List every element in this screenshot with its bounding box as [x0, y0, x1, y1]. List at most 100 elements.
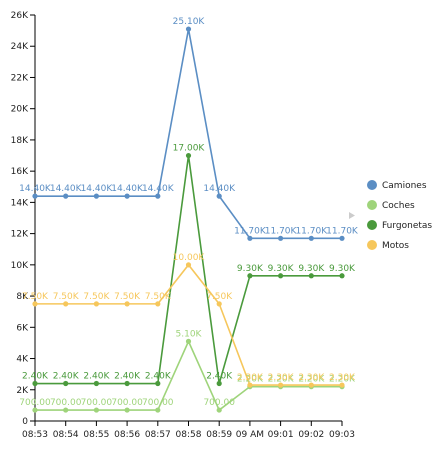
data-point-furgonetas[interactable] [32, 380, 38, 387]
y-tick-label: 18K [11, 136, 29, 146]
data-point-camiones[interactable] [185, 26, 192, 32]
data-point-furgonetas[interactable] [63, 380, 69, 387]
data-label-motos: 2.30K [298, 373, 325, 383]
data-point-motos[interactable] [247, 382, 253, 388]
data-point-camiones[interactable] [247, 235, 253, 241]
data-label-furgonetas: 2.40K [53, 372, 80, 382]
data-point-motos[interactable] [155, 301, 161, 307]
legend-scroll-arrow-icon[interactable] [349, 212, 355, 219]
legend-item-furgonetas[interactable]: Furgonetas [367, 220, 432, 231]
data-point-camiones[interactable] [155, 193, 161, 199]
legend-swatch-coches [367, 200, 377, 210]
data-point-furgonetas[interactable] [155, 380, 161, 387]
data-point-camiones[interactable] [216, 193, 222, 199]
x-tick-label: 09:01 [268, 430, 294, 440]
data-point-camiones[interactable] [63, 193, 69, 199]
data-point-motos[interactable] [216, 301, 222, 307]
data-label-motos: 2.30K [237, 373, 264, 383]
data-point-furgonetas[interactable] [216, 380, 222, 387]
data-point-camiones[interactable] [93, 193, 99, 199]
legend-swatch-camiones [367, 180, 377, 190]
legend-item-coches[interactable]: Coches [367, 200, 415, 211]
data-point-motos[interactable] [185, 262, 192, 268]
data-label-furgonetas: 2.40K [145, 372, 172, 382]
y-tick-label: 12K [11, 230, 29, 240]
legend-item-motos[interactable]: Motos [367, 240, 409, 251]
y-axis: 0 2K 4K 6K 8K 10K 12K 14K 16K 18K 20K 22K 24K 26K [11, 11, 36, 427]
data-label-furgonetas: 9.30K [237, 264, 264, 274]
data-label-camiones: 14.40K [111, 184, 144, 194]
legend-label-motos: Motos [382, 241, 409, 251]
data-label-coches: 700.00 [81, 398, 113, 408]
data-label-coches: 700.00 [50, 398, 82, 408]
data-label-camiones: 25.10K [173, 17, 206, 27]
x-tick-label: 08:59 [206, 430, 232, 440]
y-tick-label: 10K [11, 261, 29, 271]
data-label-furgonetas: 9.30K [298, 264, 325, 274]
series-points [32, 26, 345, 413]
data-point-camiones[interactable] [308, 235, 314, 241]
data-point-motos[interactable] [308, 382, 314, 388]
data-label-motos: 7.50K [114, 292, 141, 302]
data-label-camiones: 14.40K [142, 184, 175, 194]
x-tick-label: 09:03 [329, 430, 355, 440]
y-tick-label: 24K [11, 42, 29, 52]
data-point-furgonetas[interactable] [247, 273, 253, 279]
data-point-furgonetas[interactable] [308, 273, 314, 279]
data-label-furgonetas: 2.40K [83, 372, 110, 382]
data-label-coches: 5.10K [176, 329, 203, 339]
series-lines [35, 28, 342, 412]
data-point-coches[interactable] [32, 407, 38, 413]
data-point-furgonetas[interactable] [339, 273, 345, 279]
y-tick-label: 14K [11, 198, 29, 208]
data-point-motos[interactable] [93, 301, 99, 307]
data-label-coches: 700.00 [203, 398, 235, 408]
data-label-motos: 7.50K [145, 292, 172, 302]
y-tick-label: 20K [11, 105, 29, 115]
x-tick-label: 08:55 [83, 430, 109, 440]
data-point-coches[interactable] [155, 407, 161, 413]
data-point-camiones[interactable] [278, 235, 284, 241]
data-label-furgonetas: 9.30K [329, 264, 356, 274]
data-label-coches: 700.00 [111, 398, 143, 408]
data-label-furgonetas: 2.40K [114, 372, 141, 382]
data-label-camiones: 11.70K [326, 226, 359, 236]
data-point-furgonetas[interactable] [93, 380, 99, 387]
data-label-camiones: 14.40K [50, 184, 83, 194]
data-point-motos[interactable] [339, 382, 345, 388]
data-point-coches[interactable] [124, 407, 130, 413]
legend-item-camiones[interactable]: Camiones [367, 180, 427, 191]
data-point-coches[interactable] [185, 338, 192, 344]
data-label-furgonetas: 2.40K [22, 372, 49, 382]
data-point-camiones[interactable] [124, 193, 130, 199]
series-line-camiones [35, 28, 342, 240]
data-point-motos[interactable] [278, 382, 284, 388]
data-label-motos: 2.30K [268, 373, 295, 383]
y-tick-label: 16K [11, 167, 29, 177]
data-point-motos[interactable] [124, 301, 130, 307]
data-label-camiones: 11.70K [234, 226, 267, 236]
legend-swatch-motos [367, 240, 377, 250]
y-tick-label: 26K [11, 11, 29, 21]
legend: Camiones Coches Furgonetas Motos [367, 180, 432, 251]
data-point-coches[interactable] [216, 407, 222, 413]
series-line-motos [35, 263, 342, 386]
data-point-motos[interactable] [63, 301, 69, 307]
data-point-camiones[interactable] [32, 193, 38, 199]
x-tick-label: 09:02 [298, 430, 324, 440]
data-point-camiones[interactable] [339, 235, 345, 241]
data-point-furgonetas[interactable] [278, 273, 284, 279]
data-point-coches[interactable] [63, 407, 69, 413]
data-label-camiones: 14.40K [81, 184, 114, 194]
x-axis: 08:53 08:54 08:55 08:56 08:57 08:58 08:59 09 AM… [22, 420, 355, 440]
data-point-motos[interactable] [32, 301, 38, 307]
data-point-coches[interactable] [93, 407, 99, 413]
data-label-furgonetas: 2.40K [206, 372, 233, 382]
data-point-furgonetas[interactable] [185, 152, 192, 159]
legend-label-furgonetas: Furgonetas [382, 221, 432, 231]
y-tick-label: 2K [16, 386, 29, 396]
data-point-furgonetas[interactable] [124, 380, 130, 387]
data-label-camiones: 14.40K [19, 184, 52, 194]
data-label-furgonetas: 9.30K [268, 264, 295, 274]
y-tick-label: 8K [16, 292, 29, 302]
